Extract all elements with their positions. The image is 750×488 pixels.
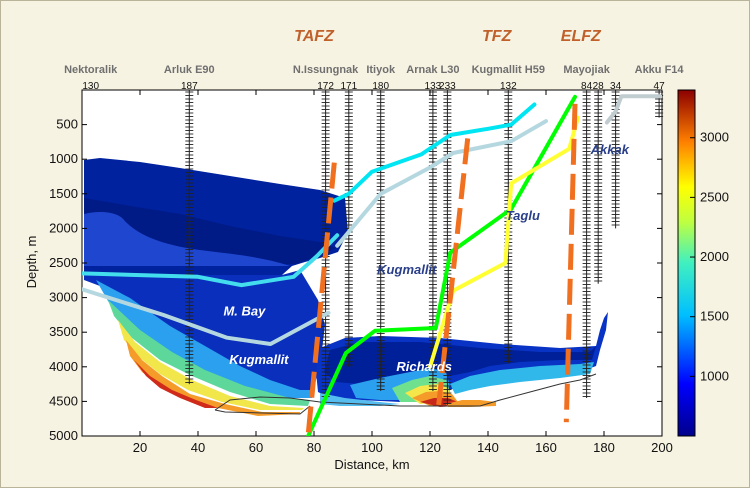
well-number: 84 <box>581 81 593 92</box>
y-tick-label: 3000 <box>49 290 78 305</box>
colorbar-tick-label: 1000 <box>700 368 729 383</box>
y-tick-label: 5000 <box>49 428 78 443</box>
x-tick-label: 120 <box>419 440 441 455</box>
x-tick-label: 40 <box>191 440 205 455</box>
velocity-fill-layer <box>84 158 608 416</box>
unit-label: Taglu <box>506 208 540 223</box>
x-tick-label: 20 <box>133 440 147 455</box>
horizon-line <box>82 287 331 346</box>
y-tick-label: 3500 <box>49 324 78 339</box>
well-number: 130 <box>82 81 99 92</box>
x-axis-label: Distance, km <box>334 457 409 472</box>
well-number: 187 <box>181 81 198 92</box>
horizon-line <box>332 102 537 203</box>
horizon-lines-layer <box>82 94 662 436</box>
x-tick-label: 100 <box>361 440 383 455</box>
colorbar-tick-label: 2000 <box>700 249 729 264</box>
fault-line <box>436 138 471 406</box>
colorbar-ticks: 1000 1500 2000 2500 3000 <box>690 130 729 383</box>
fault-label: ELFZ <box>561 28 602 45</box>
colorbar <box>677 89 696 437</box>
well-name: Arluk E90 <box>164 64 215 76</box>
x-tick-label: 160 <box>535 440 557 455</box>
well: 172 N.Issungnak <box>293 64 359 398</box>
unit-label: Richards <box>396 359 452 374</box>
well: 130 Nektoralik <box>64 64 118 92</box>
fault-line <box>305 162 337 435</box>
fault-label: TFZ <box>482 28 513 45</box>
well-number: 28 <box>593 81 605 92</box>
y-tick-label: 2000 <box>49 220 78 235</box>
well: 84 Mayojiak <box>563 64 611 398</box>
well-number: 133 <box>425 81 442 92</box>
x-tick-label: 200 <box>651 440 673 455</box>
well: 28 <box>593 81 605 284</box>
faults-layer <box>305 103 578 435</box>
shallow-blue-strip <box>84 212 290 266</box>
fault-line <box>563 103 578 423</box>
well-name: N.Issungnak <box>293 64 359 76</box>
well-number: 34 <box>610 81 622 92</box>
y-tick-label: 1000 <box>49 151 78 166</box>
y-tick-label: 500 <box>56 117 78 132</box>
y-axis: 500 1000 1500 2000 2500 3000 3500 4000 4500 5000 <box>49 117 662 443</box>
horizon-line <box>604 94 662 125</box>
unit-label: Akkak <box>590 142 630 157</box>
well-number: 47 <box>654 81 666 92</box>
well-number: 132 <box>500 81 517 92</box>
orange-band <box>126 340 300 416</box>
basement-edge <box>214 405 311 415</box>
y-tick-label: 4000 <box>49 359 78 374</box>
unit-label: Kugmallit <box>377 262 437 277</box>
horizon-line <box>82 233 340 288</box>
well-name: Mayojiak <box>563 64 610 76</box>
unit-labels-layer: M. Bay Kugmallit Kugmallit Richards Taglu Akk… <box>223 142 629 374</box>
colorbar-tick-label: 3000 <box>700 130 729 145</box>
cyan-band <box>96 280 315 398</box>
well-name: Akku F14 <box>635 64 685 76</box>
north-basin-deep <box>324 342 596 384</box>
y-tick-label: 1500 <box>49 186 78 201</box>
unit-label: M. Bay <box>223 303 266 318</box>
well-name: Nektoralik <box>64 64 118 76</box>
well-name: Arnak L30 <box>406 64 459 76</box>
x-tick-label: 180 <box>593 440 615 455</box>
lower-basin-blue <box>84 270 325 398</box>
colorbar-tick-label: 1500 <box>700 309 729 324</box>
x-tick-label: 60 <box>249 440 263 455</box>
unit-label: Kugmallit <box>229 352 289 367</box>
fault-label: TAFZ <box>294 28 335 45</box>
north-basin-cyan <box>450 362 594 394</box>
well-number: 171 <box>340 81 357 92</box>
yellow-band <box>118 320 304 410</box>
y-axis-label: Depth, m <box>24 236 39 289</box>
well-number: 172 <box>317 81 334 92</box>
well-name: Kugmallit H59 <box>472 64 545 76</box>
well-name: Itiyok <box>366 64 396 76</box>
x-tick-label: 140 <box>477 440 499 455</box>
colorbar-tick-label: 2500 <box>700 189 729 204</box>
basement-outline <box>214 373 597 411</box>
y-tick-label: 2500 <box>49 255 78 270</box>
well-number: 180 <box>372 81 389 92</box>
well-number: 233 <box>439 81 456 92</box>
x-axis: 20 40 60 80 100 120 140 160 180 200 <box>133 90 673 455</box>
horizon-line <box>335 119 548 248</box>
y-tick-label: 4500 <box>49 393 78 408</box>
x-tick-label: 80 <box>307 440 321 455</box>
